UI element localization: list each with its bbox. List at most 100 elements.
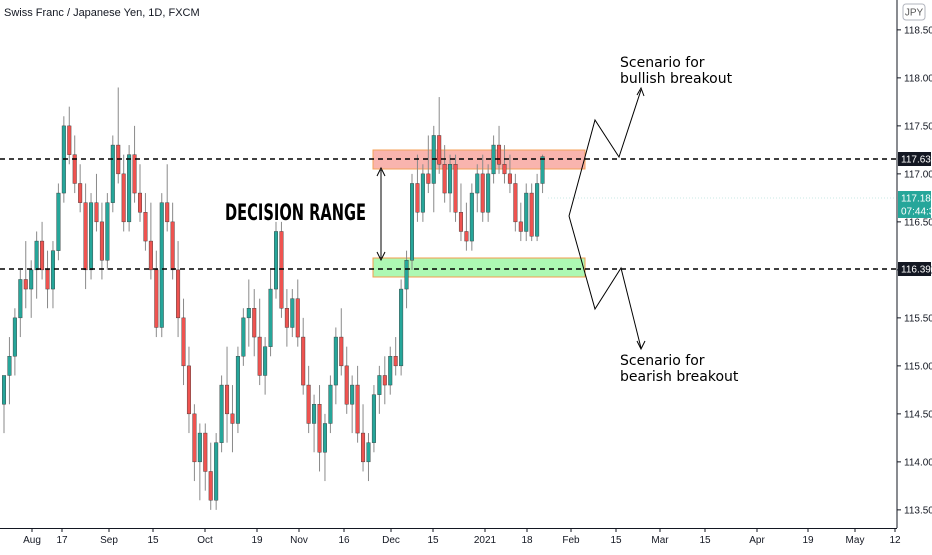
candle[interactable]: [219, 375, 224, 453]
candle[interactable]: [404, 250, 409, 309]
candle[interactable]: [257, 298, 262, 386]
candle[interactable]: [56, 183, 61, 261]
candle[interactable]: [355, 365, 360, 443]
candle[interactable]: [388, 346, 393, 395]
candle[interactable]: [301, 317, 306, 395]
candle[interactable]: [497, 125, 502, 174]
candle[interactable]: [518, 202, 523, 242]
candle[interactable]: [426, 135, 431, 194]
candle[interactable]: [197, 423, 202, 501]
candle[interactable]: [137, 164, 142, 222]
candle[interactable]: [110, 135, 115, 213]
candle[interactable]: [181, 298, 186, 386]
support-price-tag[interactable]: 116.399: [898, 262, 932, 276]
candle[interactable]: [186, 346, 191, 434]
candle[interactable]: [344, 346, 349, 414]
candle[interactable]: [230, 385, 235, 453]
candle[interactable]: [350, 375, 355, 434]
bearish-scenario-path[interactable]: [568, 215, 642, 349]
candle[interactable]: [513, 173, 518, 232]
candle[interactable]: [529, 183, 534, 242]
candle[interactable]: [540, 154, 545, 194]
candle[interactable]: [486, 164, 491, 222]
candle[interactable]: [2, 375, 6, 434]
candle[interactable]: [322, 413, 327, 482]
candle[interactable]: [382, 356, 387, 405]
candle[interactable]: [105, 193, 110, 270]
candle[interactable]: [246, 279, 251, 347]
candle[interactable]: [78, 164, 83, 213]
candle[interactable]: [306, 365, 311, 434]
candle[interactable]: [274, 221, 279, 299]
candle[interactable]: [312, 394, 317, 453]
candle[interactable]: [458, 183, 463, 242]
candle[interactable]: [333, 327, 338, 405]
candle[interactable]: [502, 145, 507, 184]
candle[interactable]: [410, 173, 415, 270]
candle[interactable]: [371, 385, 376, 453]
candle[interactable]: [45, 250, 50, 309]
candle[interactable]: [40, 221, 45, 280]
candle[interactable]: [29, 260, 34, 318]
candle[interactable]: [361, 404, 366, 472]
candle[interactable]: [420, 164, 425, 222]
candle[interactable]: [448, 154, 453, 213]
candle[interactable]: [192, 404, 197, 482]
candle[interactable]: [214, 433, 219, 510]
candle[interactable]: [295, 279, 300, 347]
candle[interactable]: [18, 269, 23, 338]
candle[interactable]: [279, 221, 284, 318]
candle[interactable]: [50, 241, 55, 309]
support-zone[interactable]: [372, 257, 586, 278]
resistance-price-tag[interactable]: 117.634: [898, 152, 932, 166]
time-axis[interactable]: Aug 17 Sep 15 Oct 19 Nov 16 Dec 15 2021 18 Feb 15 Mar 1…: [23, 528, 901, 546]
candle[interactable]: [437, 97, 442, 174]
candle[interactable]: [127, 145, 132, 232]
candle[interactable]: [535, 173, 540, 242]
candle[interactable]: [154, 250, 159, 338]
candle[interactable]: [290, 289, 295, 338]
candle[interactable]: [235, 346, 240, 434]
candle[interactable]: [469, 183, 474, 251]
candle[interactable]: [252, 289, 257, 357]
candle[interactable]: [94, 173, 99, 232]
candle[interactable]: [165, 164, 170, 232]
candle[interactable]: [99, 202, 104, 280]
candle[interactable]: [121, 154, 126, 232]
candle[interactable]: [159, 193, 164, 338]
candle[interactable]: [415, 154, 420, 222]
candle[interactable]: [132, 125, 137, 203]
candle[interactable]: [170, 202, 175, 280]
candle[interactable]: [176, 241, 181, 338]
candle[interactable]: [284, 289, 289, 347]
candle[interactable]: [393, 337, 398, 376]
candle[interactable]: [399, 279, 404, 376]
countdown-tag[interactable]: 07:44:30: [898, 204, 932, 218]
candle[interactable]: [268, 269, 273, 357]
candle[interactable]: [208, 442, 213, 510]
candle[interactable]: [12, 308, 17, 376]
candle[interactable]: [23, 241, 28, 309]
candle[interactable]: [475, 164, 480, 213]
currency-badge[interactable]: JPY: [902, 3, 926, 21]
candle[interactable]: [442, 145, 447, 203]
candle[interactable]: [83, 183, 88, 290]
candle[interactable]: [225, 346, 230, 443]
candle[interactable]: [366, 433, 371, 482]
candle[interactable]: [507, 154, 512, 194]
candle[interactable]: [524, 183, 529, 242]
candle[interactable]: [34, 231, 39, 299]
candle[interactable]: [328, 375, 333, 434]
candle[interactable]: [480, 154, 485, 222]
candle[interactable]: [72, 135, 77, 194]
bullish-scenario-path[interactable]: [568, 89, 642, 217]
candle[interactable]: [453, 154, 458, 222]
candle[interactable]: [263, 337, 268, 395]
candle[interactable]: [89, 193, 94, 280]
candle[interactable]: [148, 202, 153, 280]
candle[interactable]: [203, 423, 208, 491]
current-price-tag[interactable]: 117.182: [898, 191, 932, 205]
candle[interactable]: [7, 337, 12, 405]
